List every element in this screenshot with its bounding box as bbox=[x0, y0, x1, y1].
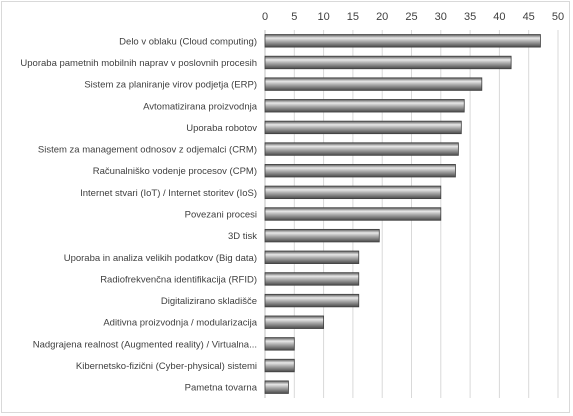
bar-13 bbox=[264, 315, 324, 329]
x-tick-label: 0 bbox=[262, 11, 268, 23]
bar-10 bbox=[264, 250, 360, 264]
x-tick-label: 40 bbox=[493, 11, 505, 23]
category-label: Nadgrajena realnost (Augmented reality) … bbox=[33, 339, 257, 350]
bar-12 bbox=[264, 293, 360, 308]
category-label: Avtomatizirana proizvodnja bbox=[143, 101, 258, 112]
category-label: Digitalizirano skladišče bbox=[161, 296, 257, 307]
category-label: Kibernetsko-fizični (Cyber-physical) sis… bbox=[76, 361, 257, 372]
category-label: 3D tisk bbox=[228, 231, 257, 242]
x-tick-label: 20 bbox=[376, 11, 388, 23]
category-label: Internet stvari (IoT) / Internet storite… bbox=[80, 188, 257, 199]
category-label: Aditivna proizvodnja / modularizacija bbox=[103, 318, 257, 329]
x-tick-label: 45 bbox=[523, 11, 535, 23]
x-tick-label: 30 bbox=[435, 11, 447, 23]
bar-4 bbox=[264, 120, 462, 135]
bar-6 bbox=[264, 164, 456, 178]
bar-3 bbox=[264, 99, 465, 113]
category-label: Sistem za planiranje virov podjetja (ERP… bbox=[84, 80, 257, 91]
bar-9 bbox=[264, 228, 380, 243]
category-label: Delo v oblaku (Cloud computing) bbox=[119, 36, 257, 47]
bar-2 bbox=[264, 77, 483, 91]
bar-15 bbox=[264, 358, 295, 373]
grid-layer bbox=[264, 30, 559, 398]
category-label: Uporaba in analiza velikih podatkov (Big… bbox=[64, 253, 257, 264]
x-tick-label: 25 bbox=[405, 11, 417, 23]
bar-16 bbox=[264, 380, 289, 394]
category-label: Sistem za management odnosov z odjemalci… bbox=[38, 145, 257, 156]
category-label: Radiofrekvenčna identifikacija (RFID) bbox=[100, 274, 257, 285]
category-label: Pametna tovarna bbox=[185, 383, 258, 394]
category-label: Uporaba robotov bbox=[186, 123, 257, 134]
x-tick-label: 50 bbox=[552, 11, 564, 23]
category-label: Uporaba pametnih mobilnih naprav v poslo… bbox=[20, 58, 257, 69]
bar-7 bbox=[264, 185, 442, 200]
bar-14 bbox=[264, 337, 295, 351]
bar-5 bbox=[264, 142, 459, 156]
bar-1 bbox=[264, 55, 512, 70]
bar-0 bbox=[264, 34, 541, 48]
x-tick-label: 5 bbox=[291, 11, 297, 23]
bar-11 bbox=[264, 272, 360, 286]
category-label: Povezani procesi bbox=[185, 210, 257, 221]
label-layer: 0 5 10 15 20 25 30 35 40 45 50 Delo v oblaku (Cloud… bbox=[20, 11, 564, 394]
bar-8 bbox=[264, 207, 442, 221]
x-tick-label: 10 bbox=[317, 11, 329, 23]
x-tick-label: 35 bbox=[464, 11, 476, 23]
x-tick-label: 15 bbox=[347, 11, 359, 23]
category-label: Računalniško vodenje procesov (CPM) bbox=[93, 166, 257, 177]
bar-layer bbox=[264, 34, 541, 394]
